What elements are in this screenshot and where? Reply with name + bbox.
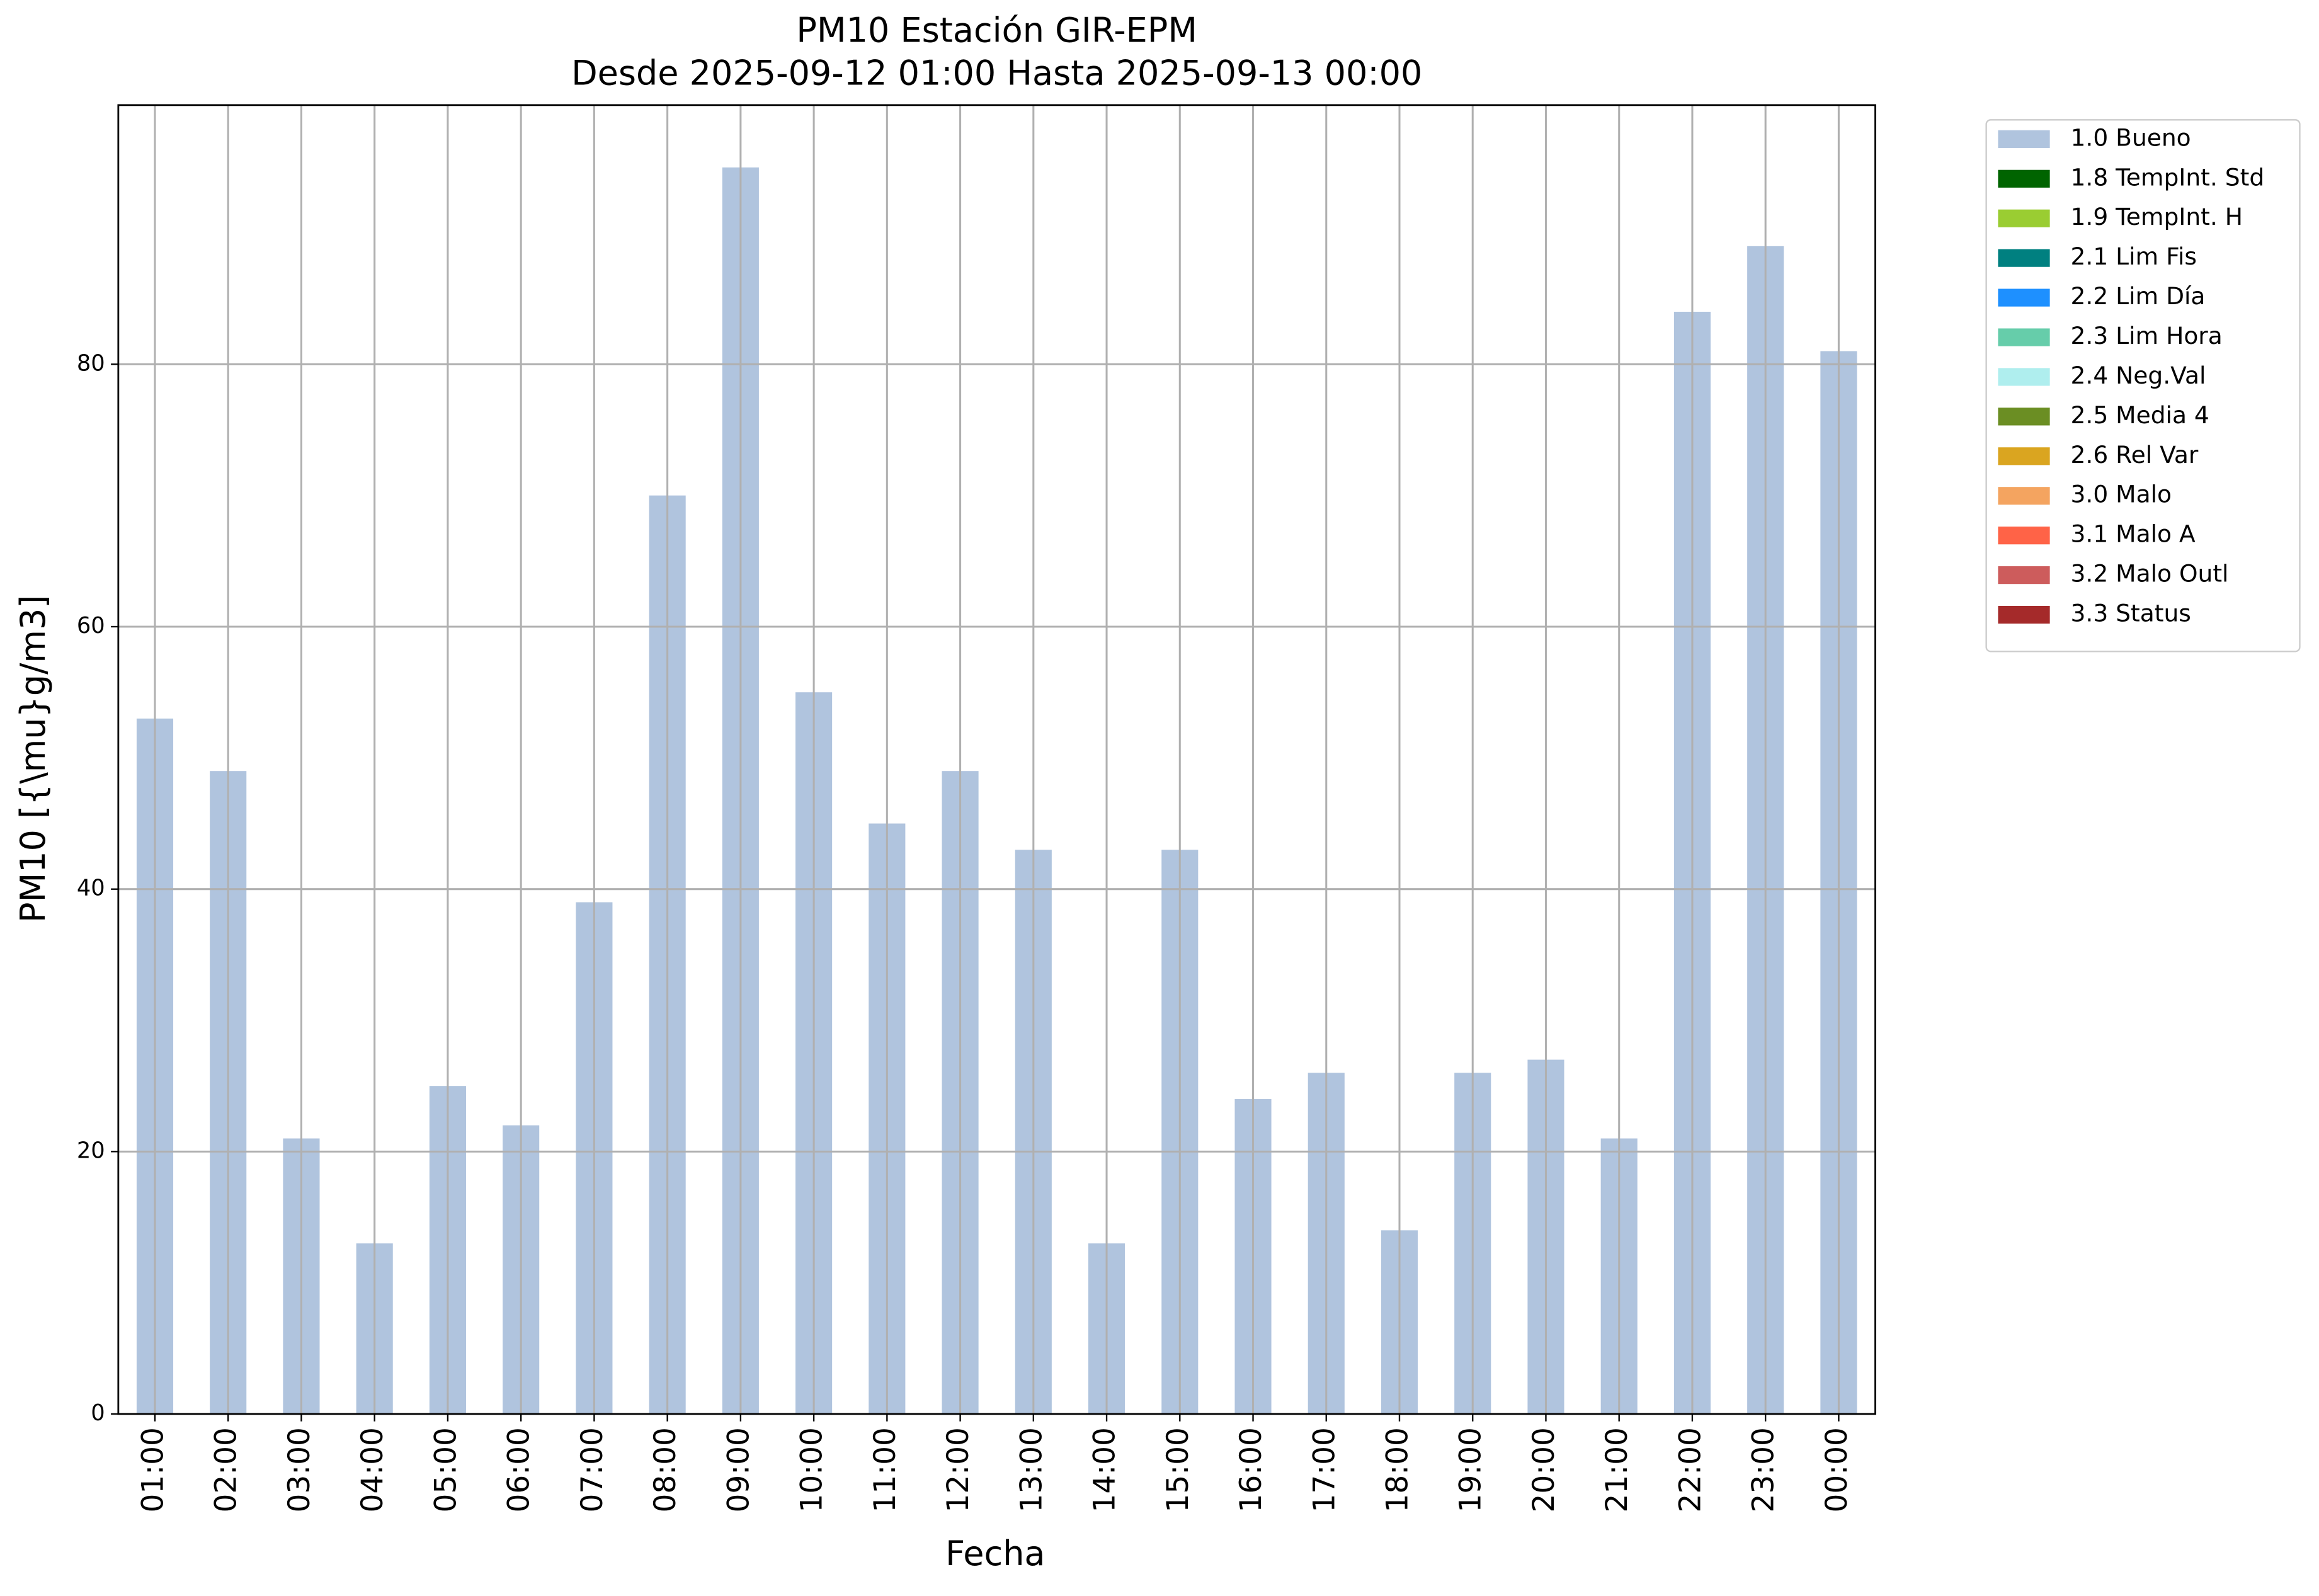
x-tick-label: 13:00: [1014, 1427, 1049, 1512]
legend-label: 2.2 Lim Día: [2071, 282, 2206, 310]
x-tick-label: 20:00: [1527, 1427, 1561, 1512]
legend-swatch: [1998, 487, 2050, 505]
legend-swatch: [1998, 249, 2050, 267]
legend-label: 3.1 Malo A: [2071, 520, 2196, 548]
legend-label: 1.9 TempInt. H: [2071, 203, 2243, 231]
chart-title: PM10 Estación GIR-EPM: [796, 10, 1197, 50]
x-tick-label: 00:00: [1820, 1427, 1854, 1512]
legend-swatch: [1998, 605, 2050, 624]
x-tick-label: 14:00: [1088, 1427, 1122, 1512]
x-axis-label: Fecha: [945, 1534, 1045, 1573]
x-tick-label: 04:00: [355, 1427, 390, 1512]
legend-swatch: [1998, 566, 2050, 584]
x-tick-label: 08:00: [648, 1427, 683, 1512]
x-tick-label: 07:00: [575, 1427, 610, 1512]
x-tick-label: 17:00: [1307, 1427, 1342, 1512]
x-tick-label: 19:00: [1454, 1427, 1488, 1512]
x-tick-label: 15:00: [1161, 1427, 1195, 1512]
x-tick-label: 10:00: [795, 1427, 829, 1512]
legend-swatch: [1998, 447, 2050, 465]
legend-label: 3.3 Status: [2071, 600, 2191, 627]
y-tick-label: 20: [77, 1137, 105, 1163]
legend-label: 2.4 Neg.Val: [2071, 362, 2206, 389]
legend-swatch: [1998, 328, 2050, 346]
y-axis-label: PM10 [{\mu}g/m3]: [13, 595, 53, 923]
plot-frame: [117, 104, 1876, 1415]
legend-label: 2.1 Lim Fis: [2071, 242, 2197, 270]
legend-swatch: [1998, 527, 2050, 545]
x-tick-label: 09:00: [721, 1427, 756, 1512]
legend-label: 3.2 Malo Outl: [2071, 560, 2229, 588]
x-tick-label: 02:00: [209, 1427, 244, 1512]
x-tick-label: 05:00: [428, 1427, 463, 1512]
x-tick-label: 12:00: [941, 1427, 976, 1512]
legend-label: 1.8 TempInt. Std: [2071, 163, 2265, 191]
y-tick-label: 60: [77, 613, 105, 639]
x-tick-label: 21:00: [1600, 1427, 1634, 1512]
legend: 1.0 Bueno 1.8 TempInt. Std 1.9 TempInt. H 2…: [1985, 119, 2301, 653]
x-tick-label: 22:00: [1673, 1427, 1707, 1512]
x-tick-label: 23:00: [1746, 1427, 1781, 1512]
legend-label: 2.6 Rel Var: [2071, 441, 2199, 469]
x-tick-label: 16:00: [1234, 1427, 1268, 1512]
x-tick-label: 01:00: [135, 1427, 170, 1512]
legend-label: 1.0 Bueno: [2071, 123, 2191, 151]
legend-swatch: [1998, 169, 2050, 188]
x-tick-label: 18:00: [1380, 1427, 1415, 1512]
legend-swatch: [1998, 408, 2050, 426]
legend-swatch: [1998, 288, 2050, 307]
legend-label: 3.0 Malo: [2071, 481, 2172, 508]
legend-swatch: [1998, 209, 2050, 227]
y-tick-label: 80: [77, 350, 105, 376]
legend-frame: [1985, 119, 2301, 653]
legend-label: 2.5 Media 4: [2071, 401, 2209, 429]
legend-swatch: [1998, 130, 2050, 148]
y-tick-label: 0: [91, 1400, 105, 1426]
x-tick-label: 06:00: [502, 1427, 537, 1512]
legend-swatch: [1998, 368, 2050, 386]
y-tick-label: 40: [77, 875, 105, 901]
chart-subtitle: Desde 2025-09-12 01:00 Hasta 2025-09-13 …: [571, 54, 1422, 93]
x-tick-label: 11:00: [868, 1427, 903, 1512]
x-tick-label: 03:00: [282, 1427, 317, 1512]
legend-label: 2.3 Lim Hora: [2071, 322, 2223, 350]
